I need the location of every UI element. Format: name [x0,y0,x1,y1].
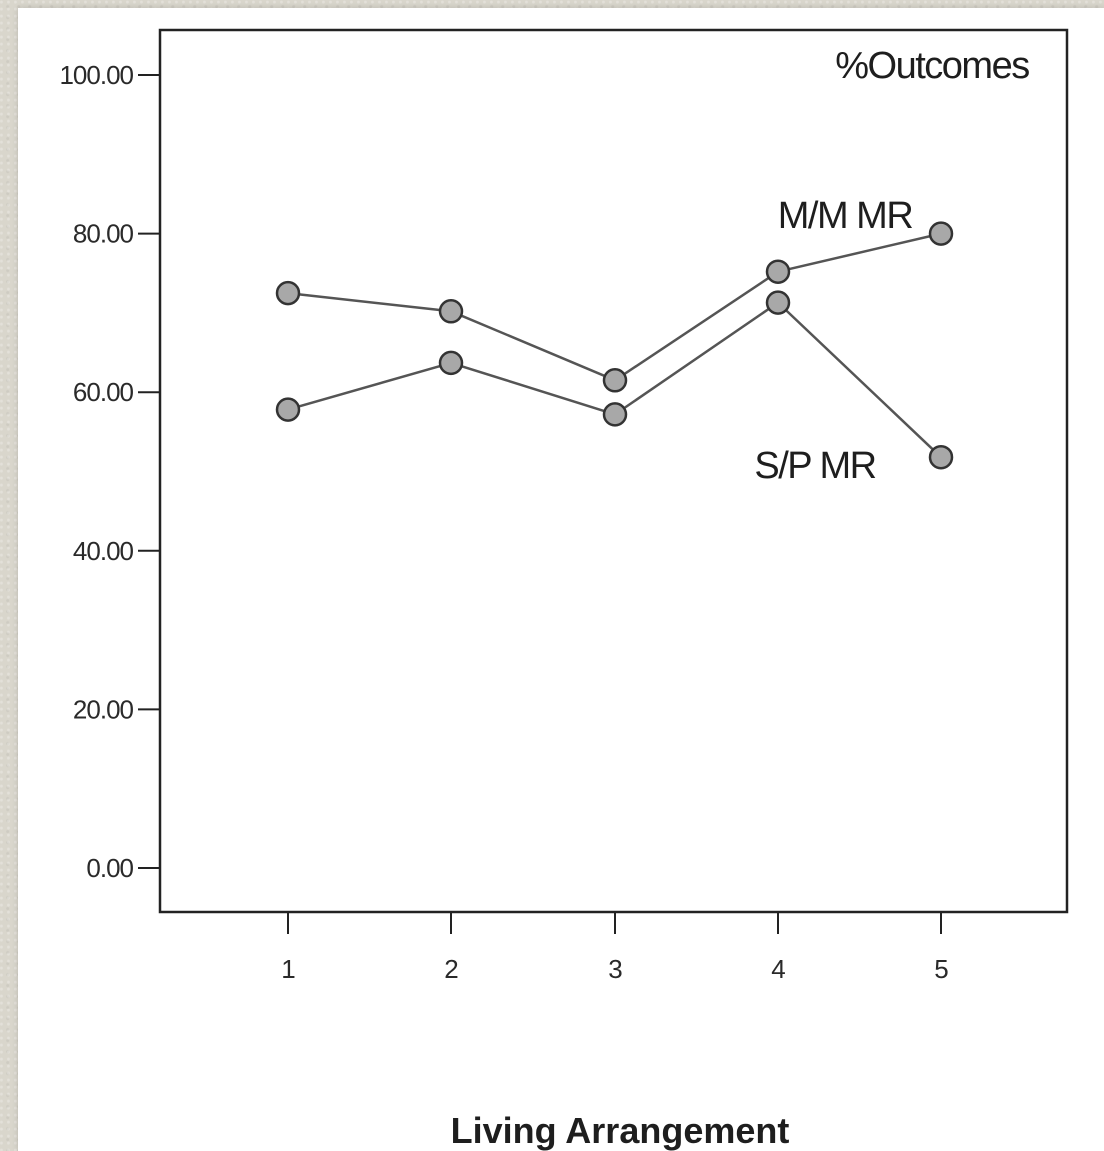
corner-annotation: %Outcomes [835,45,1029,87]
y-tick-label: 0.00 [86,853,133,883]
series-points [275,221,954,470]
x-tick-label: 5 [934,954,948,984]
data-point-series-1 [602,368,628,393]
y-tick-label: 100.00 [59,60,133,90]
x-tick-label: 3 [608,954,622,984]
x-axis: 1 2 3 4 5 [281,912,949,984]
data-point-series-2 [928,444,954,470]
plot-frame [158,28,1069,914]
data-point-series-2 [275,397,301,422]
data-point-series-1 [438,299,464,324]
series-label-mm-mr: M/M MR [778,195,913,237]
data-point-series-1 [765,259,791,284]
data-point-series-2 [765,290,791,315]
y-axis: 0.00 20.00 40.00 60.00 80.00 100.00 [59,60,160,883]
x-tick-label: 1 [281,954,295,984]
y-tick-label: 40.00 [73,536,134,566]
data-point-series-1 [928,221,954,246]
data-point-series-1 [275,280,301,306]
x-tick-label: 4 [771,954,785,984]
x-axis-title: Living Arrangement [451,1110,790,1151]
x-tick-label: 2 [444,954,458,984]
y-tick-label: 20.00 [73,694,134,724]
y-tick-label: 80.00 [73,219,134,249]
data-point-series-2 [602,402,628,427]
series-label-sp-mr: S/P MR [754,445,875,487]
data-point-series-2 [438,350,464,376]
y-tick-label: 60.00 [73,377,134,407]
